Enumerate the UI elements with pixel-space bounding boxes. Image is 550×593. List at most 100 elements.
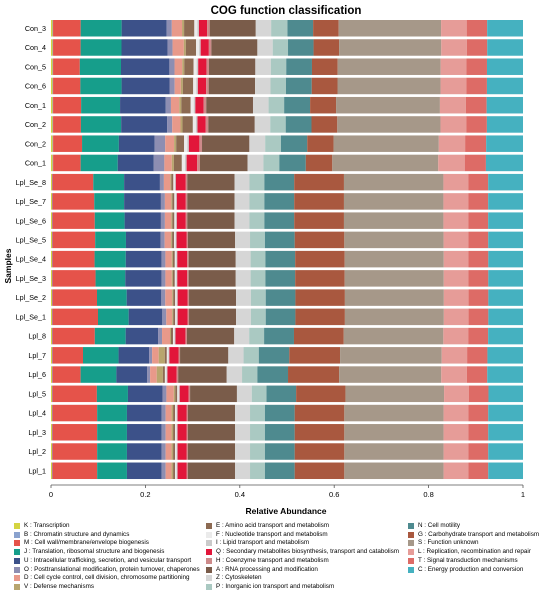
bar-segment-o (167, 39, 173, 56)
bar-segment-u (127, 385, 163, 403)
bar-segment-c (487, 39, 523, 56)
bar-segment-a (187, 193, 235, 210)
bar-segment-f (174, 231, 176, 249)
bar-segment-t (468, 385, 489, 403)
bar-segment-q (188, 135, 200, 152)
bar-segment-i (175, 231, 177, 249)
bar-segment-u (126, 289, 162, 306)
bar-segment-i (195, 116, 198, 133)
bar-segment-t (468, 404, 489, 422)
bar-segment-f (177, 385, 179, 403)
bar-segment-n (265, 250, 296, 268)
bar-segment-d (174, 77, 181, 95)
bar-segment-v (182, 58, 185, 75)
bar-segment-p (251, 385, 267, 403)
y-tick-label: Lpl_3 (28, 428, 46, 437)
legend-label: Q : Secondary metabolites biosynthesis, … (216, 548, 400, 556)
bar-segment-i (174, 327, 176, 345)
bar-segment-e (182, 116, 193, 133)
bar-segment-v (180, 77, 183, 95)
bar-segment-g (294, 404, 345, 422)
bar-segment-f (174, 212, 176, 229)
bar-segment-p (249, 173, 265, 191)
legend-label: D : Cell cycle control, cell division, c… (24, 574, 190, 582)
bar-segment-a (199, 154, 248, 172)
legend-item-o: O : Posttranslational modification, prot… (14, 566, 200, 574)
legend-swatch (408, 523, 414, 529)
bar-segment-i (176, 270, 178, 287)
bar-segment-a (187, 462, 236, 480)
bar-segment-c (488, 308, 523, 326)
bar-segment-o (149, 347, 153, 364)
bar-segment-p (265, 135, 281, 152)
bar-segment-a (208, 77, 256, 95)
bar-segment-k (51, 289, 52, 306)
bar-segment-s (336, 96, 440, 114)
bar-segment-j (79, 58, 122, 75)
y-tick-label: Lpl_5 (28, 389, 46, 398)
bar-segment-z (254, 116, 271, 133)
bar-segment-l (444, 385, 469, 403)
bar-segment-d (163, 173, 171, 191)
bar-segment-p (250, 231, 265, 249)
bar-segment-o (160, 193, 165, 210)
bar-segment-k (51, 20, 53, 37)
bar-segment-m (52, 366, 81, 383)
bar-segment-j (83, 347, 119, 364)
bar-segment-b (52, 39, 54, 56)
bar-segment-g (295, 270, 345, 287)
bar-segment-o (158, 327, 163, 345)
bar-segment-s (338, 20, 442, 37)
bar-segment-m (52, 173, 94, 191)
legend-label: K : Transcription (24, 522, 70, 529)
bar-segment-e (173, 462, 176, 480)
x-tick-label: 0.8 (423, 490, 433, 499)
bar-segment-e (173, 404, 176, 422)
bar-segment-k (51, 77, 53, 95)
bar-segment-l (443, 289, 469, 306)
bar-segment-p (243, 347, 259, 364)
bar-segment-l (443, 231, 469, 249)
bar-segment-n (285, 77, 312, 95)
bar-segment-c (486, 77, 523, 95)
bar-segment-m (53, 135, 83, 152)
bar-segment-m (53, 116, 81, 133)
bar-segment-p (249, 193, 265, 210)
bar-segment-i (176, 424, 178, 441)
bar-segment-t (468, 173, 489, 191)
bar-segment-a (180, 347, 229, 364)
legend-item-m: M : Cell wall/membrane/envelope biogenes… (14, 539, 149, 547)
bar-segment-d (164, 212, 172, 229)
bar-segment-k (51, 96, 53, 114)
legend-item-v: V : Defense mechanisms (14, 583, 94, 591)
bar-segment-o (161, 443, 166, 460)
bar-segment-b (52, 116, 54, 133)
bar-segment-p (242, 366, 258, 383)
legend-item-z: Z : Cytoskeleten (206, 574, 262, 582)
bar-segment-o (169, 58, 175, 75)
legend-item-i: I : Lipid transport and metabolism (206, 539, 309, 547)
bar-segment-k (51, 347, 53, 364)
bar-segment-d (165, 135, 175, 152)
bar-segment-q (175, 173, 186, 191)
bar-segment-d (150, 366, 157, 383)
bar-segment-e (184, 20, 195, 37)
legend-label: J : Translation, ribosomal structure and… (24, 548, 165, 556)
bar-segment-v (179, 96, 182, 114)
bar-segment-d (165, 404, 172, 422)
bar-segment-l (443, 308, 469, 326)
bar-segment-l (443, 270, 469, 287)
bar-segment-q (177, 443, 187, 460)
bar-segment-j (97, 424, 127, 441)
bar-segment-j (97, 404, 127, 422)
bar-segment-e (173, 154, 182, 172)
y-tick-label: Con_1 (25, 159, 46, 168)
legend-item-b: B : Chromatin structure and dynamics (14, 531, 129, 539)
bar-segment-a (187, 443, 236, 460)
bar-segment-t (466, 58, 487, 75)
bar-segment-s (337, 58, 441, 75)
bar-segment-n (264, 424, 295, 441)
bar-segment-j (93, 173, 125, 191)
bar-segment-z (235, 404, 251, 422)
legend-swatch (408, 531, 414, 538)
